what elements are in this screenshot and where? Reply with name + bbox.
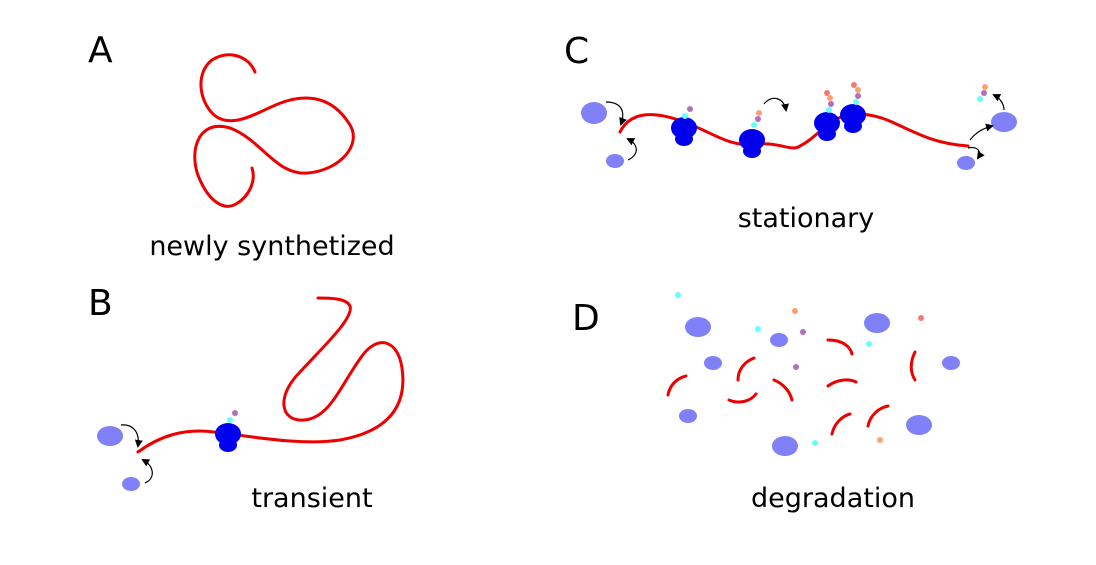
panel-b-caption: transient [251, 483, 372, 514]
ribosome-small-subunit [219, 438, 237, 452]
release-arrow [967, 147, 985, 160]
mrna-strand [193, 53, 355, 208]
mrna-strand [136, 296, 405, 454]
free-ribosome-subunit [957, 156, 975, 170]
peptide-residue [855, 93, 861, 99]
amino-acid [675, 292, 681, 298]
peptide-residue [687, 106, 693, 112]
ribosome-small-subunit [844, 119, 862, 133]
panel-c-caption: stationary [738, 203, 875, 234]
free-ribosome-subunit [942, 356, 960, 370]
peptide-residue [227, 417, 233, 423]
panel-a-caption: newly synthetized [149, 231, 394, 262]
mrna-fragment [826, 378, 858, 388]
elongation-arrow [763, 97, 789, 112]
peptide-residue [982, 84, 988, 90]
mrna-fragment [727, 392, 758, 404]
free-ribosome-subunit [770, 333, 788, 347]
free-ribosome-subunit [122, 477, 140, 491]
peptide-residue [826, 107, 832, 113]
panel-a-letter: A [88, 30, 113, 71]
peptide-residue [828, 101, 834, 107]
mrna-fragment [909, 350, 917, 382]
peptide-residue [751, 122, 757, 128]
mrna-fragment [830, 412, 852, 436]
amino-acid [800, 329, 806, 335]
free-ribosome-subunit [97, 426, 123, 446]
mrna-fragment [866, 404, 890, 428]
panel-d-caption: degradation [751, 483, 915, 514]
amino-acid [812, 440, 818, 446]
ribosome-large-subunit [814, 112, 840, 134]
peptide-residue [824, 90, 830, 96]
panel-c: C [564, 31, 1017, 234]
peptide-residue [855, 87, 861, 93]
amino-acid [918, 315, 924, 321]
peptide-residue [756, 110, 762, 116]
mrna-fragment [826, 338, 854, 356]
panel-b-letter: B [88, 283, 113, 324]
binding-arrow [120, 424, 143, 448]
panel-d-letter: D [572, 298, 600, 339]
binding-arrow [141, 459, 153, 484]
free-ribosome-subunit [581, 102, 607, 124]
peptide-residue [853, 99, 859, 105]
free-ribosome-subunit [772, 436, 798, 456]
binding-arrow [626, 138, 637, 161]
peptide-residue [981, 90, 987, 96]
ribosome-large-subunit [840, 104, 866, 126]
amino-acid [793, 364, 799, 370]
peptide-residue [232, 410, 238, 416]
ribosome-large-subunit [215, 423, 241, 445]
panel-c-letter: C [564, 31, 589, 72]
free-ribosome-subunit [606, 154, 624, 168]
free-ribosome-subunit [685, 317, 711, 337]
amino-acid [866, 341, 872, 347]
peptide-residue [755, 116, 761, 122]
ribosome-small-subunit [743, 144, 761, 158]
panel-b: B transient [88, 283, 405, 514]
peptide-residue [977, 96, 983, 102]
ribosome-small-subunit [818, 127, 836, 141]
ribosome-large-subunit [671, 117, 697, 139]
mrna-fragment [666, 374, 688, 397]
free-ribosome-subunit [679, 409, 697, 423]
panel-a: A newly synthetized [88, 30, 395, 262]
release-arrow [992, 94, 1005, 111]
mrna-fragment [772, 378, 794, 402]
free-ribosome-subunit [906, 415, 932, 435]
free-ribosome-subunit [991, 112, 1017, 132]
peptide-residue [827, 95, 833, 101]
ribosome-large-subunit [739, 129, 765, 151]
amino-acid [877, 437, 883, 443]
amino-acid [792, 308, 798, 314]
free-ribosome-subunit [704, 356, 722, 370]
mrna-fragment [736, 356, 756, 382]
panel-d: D degradation [572, 292, 960, 514]
peptide-residue [682, 113, 688, 119]
free-ribosome-subunit [864, 313, 890, 333]
peptide-residue [851, 82, 857, 88]
binding-arrow [605, 101, 627, 126]
ribosome-small-subunit [675, 132, 693, 146]
amino-acid [755, 326, 761, 332]
release-arrow [969, 123, 994, 141]
